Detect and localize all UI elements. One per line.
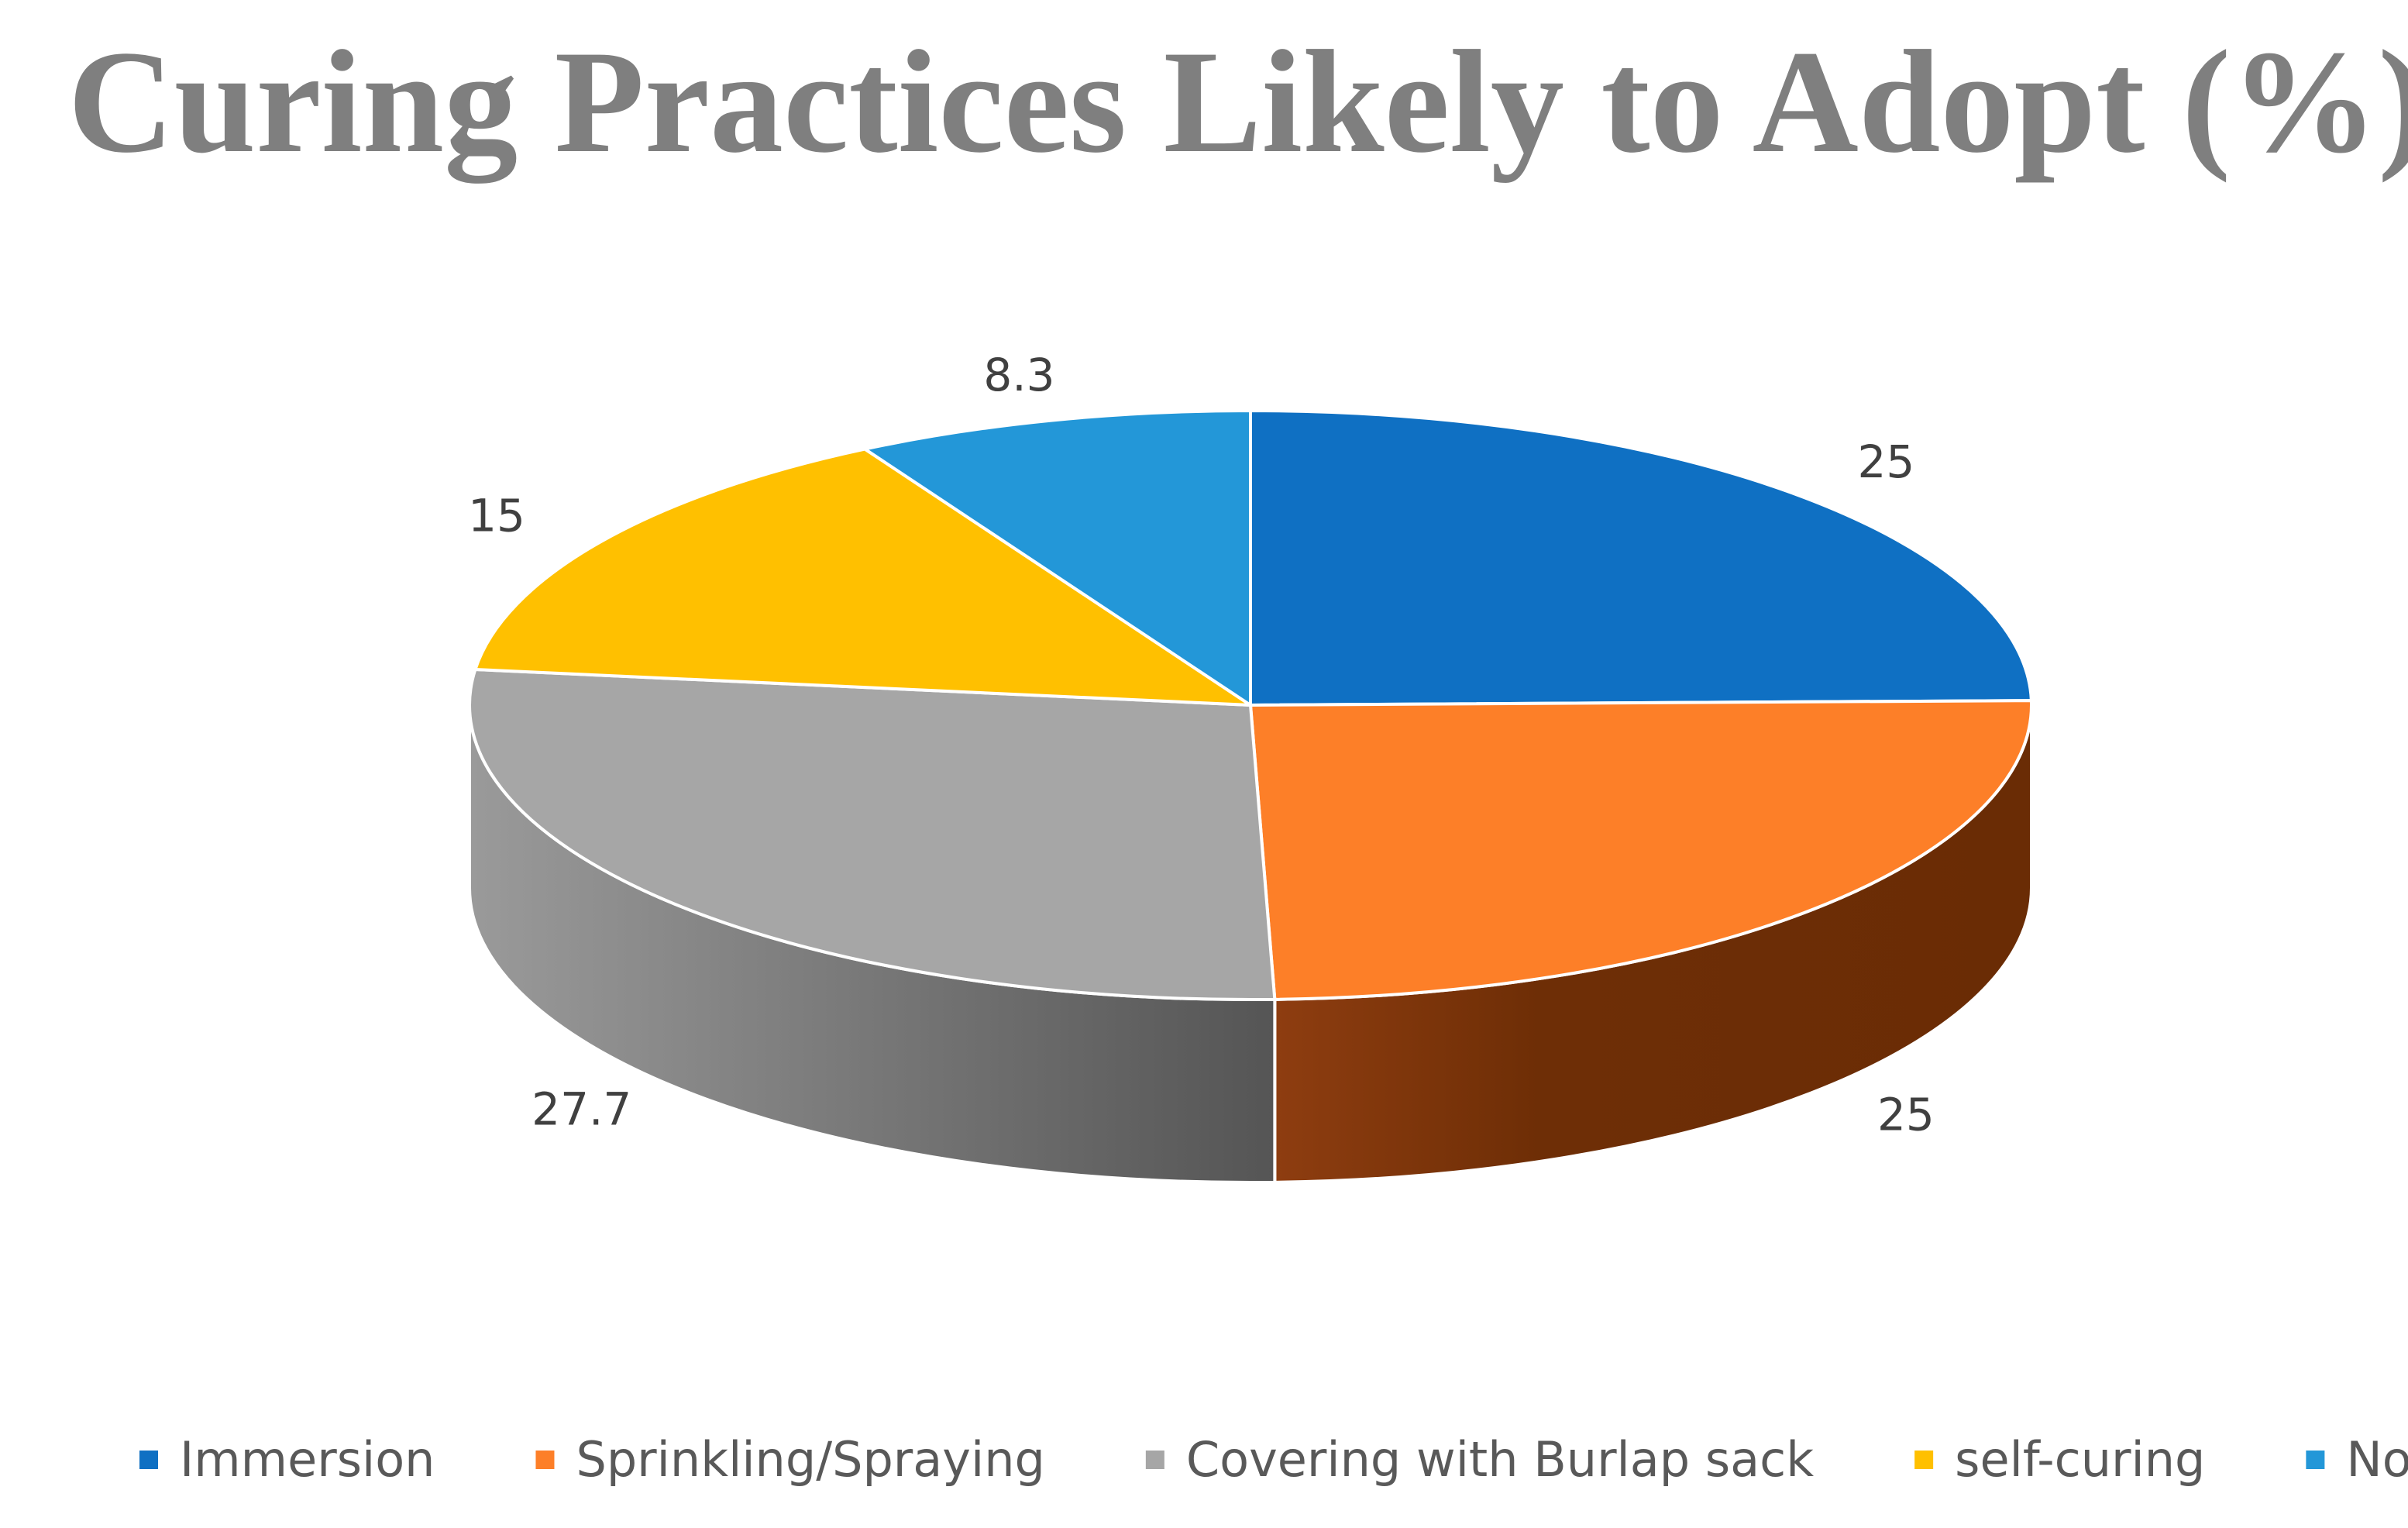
- legend-swatch-self-curing: [1914, 1451, 1934, 1469]
- legend-label-non: Non: [2346, 1431, 2408, 1488]
- chart-title: Curing Practices Likely to Adopt (%): [67, 21, 2408, 184]
- data-label-sprinkling-spraying: 25: [1877, 1089, 1935, 1141]
- legend-swatch-sprinkling-spraying: [535, 1451, 555, 1469]
- data-label-covering-with-burlap-sack: 27.7: [531, 1083, 631, 1136]
- data-label-immersion: 25: [1857, 435, 1914, 488]
- legend: Immersion Sprinkling/Spraying Covering wit…: [139, 1431, 2408, 1488]
- legend-label-covering-with-burlap-sack: Covering with Burlap sack: [1186, 1431, 1814, 1488]
- legend-swatch-immersion: [139, 1451, 158, 1469]
- pie-slice-immersion: [1249, 409, 2033, 707]
- pie-slice-sprinkling-spraying: [1249, 699, 2033, 1001]
- pie-slices: [468, 409, 2033, 1001]
- legend-label-sprinkling-spraying: Sprinkling/Spraying: [576, 1431, 1044, 1488]
- pie-slice-self-curing: [473, 447, 1252, 707]
- legend-label-immersion: Immersion: [180, 1431, 435, 1488]
- data-label-non: 8.3: [983, 349, 1054, 401]
- data-labels: 25 25 27.7 15 8.3: [468, 349, 1935, 1141]
- pie-slice-non: [863, 409, 1252, 707]
- data-label-self-curing: 15: [468, 490, 525, 542]
- legend-label-self-curing: self-curing: [1955, 1431, 2205, 1488]
- legend-swatch-covering-with-burlap-sack: [1145, 1451, 1164, 1469]
- pie-slice-covering-with-burlap-sack: [468, 668, 1277, 1001]
- legend-swatch-non: [2306, 1451, 2325, 1469]
